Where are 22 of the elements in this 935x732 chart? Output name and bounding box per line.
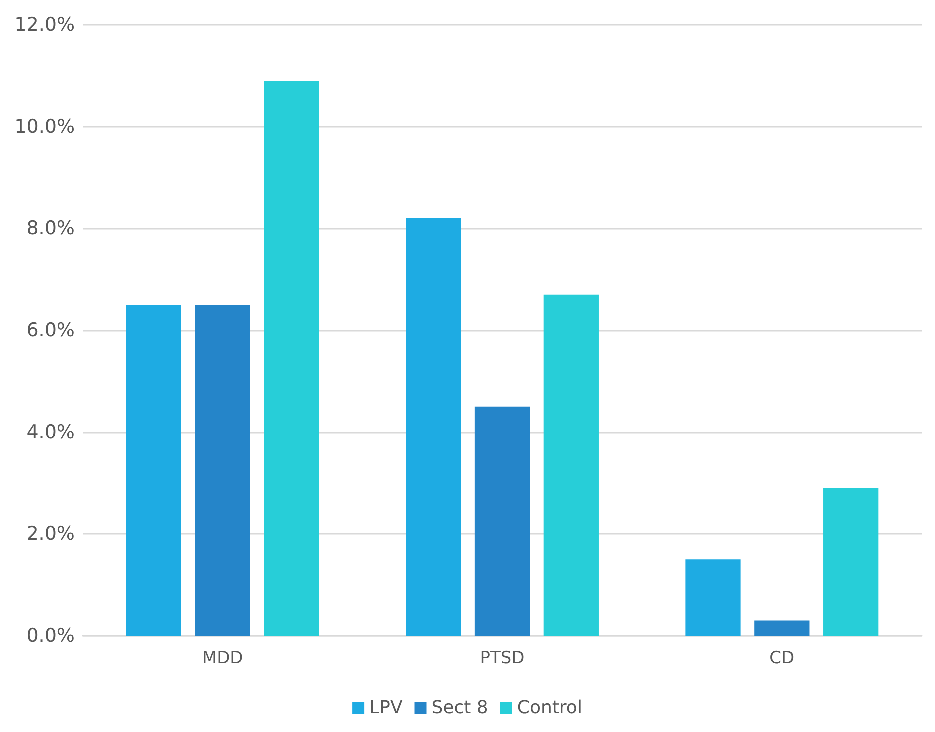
legend-label: Control bbox=[517, 698, 582, 718]
legend-label: Sect 8 bbox=[432, 698, 488, 718]
bar bbox=[824, 488, 879, 636]
bar bbox=[474, 406, 530, 636]
bar bbox=[264, 81, 320, 636]
y-tick-label: 12.0% bbox=[14, 14, 75, 36]
y-tick-label: 6.0% bbox=[26, 320, 75, 342]
y-tick-label: 4.0% bbox=[26, 421, 75, 444]
y-tick-label: 0.0% bbox=[26, 625, 75, 647]
bar bbox=[544, 294, 599, 636]
y-tick-label: 10.0% bbox=[14, 116, 75, 138]
y-tick-label: 8.0% bbox=[26, 218, 75, 240]
bar bbox=[406, 218, 462, 636]
bar bbox=[195, 305, 250, 636]
bar bbox=[126, 305, 182, 636]
x-tick-label: MDD bbox=[202, 648, 244, 668]
legend-label: LPV bbox=[370, 698, 404, 718]
bar bbox=[686, 560, 741, 636]
y-tick-label: 2.0% bbox=[26, 523, 75, 546]
bar bbox=[754, 620, 810, 636]
x-tick-label: CD bbox=[770, 648, 795, 668]
x-tick-label: PTSD bbox=[480, 648, 525, 668]
